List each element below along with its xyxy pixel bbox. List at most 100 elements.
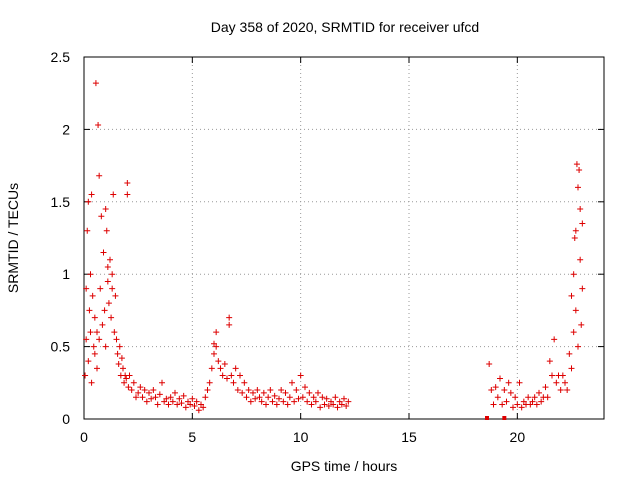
data-point [263,401,269,408]
data-point [267,387,274,394]
data-point [345,398,352,405]
data-point [578,321,585,328]
data-point [124,179,131,186]
data-point [297,372,304,379]
data-point [239,389,246,396]
data-point [99,321,106,328]
data-point [559,372,566,379]
data-point [514,401,521,408]
data-point [250,389,256,396]
data-point [152,394,159,401]
data-point [323,395,330,402]
x-tick-label: 0 [80,429,88,445]
data-point [549,372,555,379]
data-point [107,256,113,263]
data-point [154,401,161,408]
data-point [114,350,121,357]
data-point [510,404,516,411]
data-point [90,343,97,350]
data-point [570,271,577,278]
data-point [245,387,252,394]
data-point [551,336,558,343]
data-point [286,394,293,401]
data-point [254,387,261,394]
data-point [317,404,324,411]
data-point [172,389,178,396]
data-point [105,300,112,307]
data-point [271,392,278,399]
data-point [497,375,503,382]
data-point [103,227,110,234]
data-point [492,384,499,391]
x-tick-label: 15 [401,429,417,445]
data-point [124,191,131,198]
data-point [490,401,497,408]
data-point [572,227,579,234]
data-point [193,398,200,405]
data-point [557,387,564,394]
x-tick-label: 20 [510,429,526,445]
data-point [507,389,514,396]
data-point [325,402,332,409]
data-point [189,395,196,402]
data-point [89,292,96,299]
data-point [546,358,553,365]
data-point [87,329,94,336]
data-points [82,80,586,420]
data-point [213,343,220,350]
data-point [180,392,187,399]
data-point [247,398,254,405]
data-point [121,379,128,386]
data-point [120,365,126,372]
data-point [579,220,586,227]
data-point [512,394,519,401]
plot-frame [83,56,605,420]
data-point [191,402,198,409]
data-point [94,329,100,336]
data-point [133,394,139,401]
data-point [308,401,315,408]
data-point [321,401,328,408]
data-point [230,379,237,386]
data-point [96,336,103,343]
data-point [488,387,495,394]
data-point [282,389,289,396]
data-point [234,387,241,394]
data-point [174,401,181,408]
data-point [112,292,119,299]
data-point [176,395,183,402]
x-tick-labels: 0 5 10 15 20 [80,429,525,445]
data-point [289,379,295,386]
data-point [293,387,300,394]
data-point [280,398,287,405]
data-point [182,404,189,411]
data-point [200,404,207,411]
data-point-square [502,416,507,420]
data-point [87,271,94,278]
data-point [284,401,291,408]
data-point [204,387,211,394]
data-point [126,372,133,379]
data-point [575,184,581,191]
x-tick-label: 10 [293,429,309,445]
y-axis-label: SRMTID / TECUs [5,183,21,293]
data-point [553,379,560,386]
data-point [104,278,111,285]
data-point [86,307,93,314]
data-point [243,394,250,401]
data-point [110,191,117,198]
data-point [187,401,194,408]
data-point [100,249,107,256]
y-tick-label: 0.5 [51,339,71,355]
data-point [278,387,285,394]
data-point [573,161,580,168]
data-point [533,401,540,408]
axis-ticks [83,56,604,420]
data-point [577,256,584,263]
data-point [148,395,155,402]
y-tick-label: 1 [62,266,70,282]
data-point [195,407,202,414]
data-point [159,379,165,386]
data-point [109,271,116,278]
